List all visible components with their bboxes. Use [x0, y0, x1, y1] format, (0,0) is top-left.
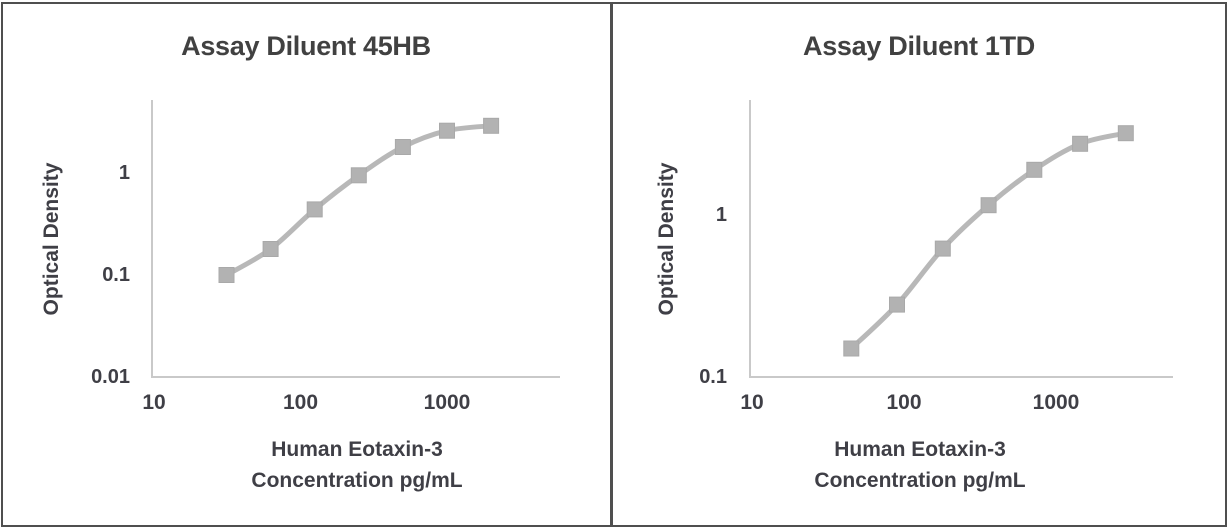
left-x-axis-title-line1: Human Eotaxin-3 — [271, 438, 443, 461]
data-point-marker-chart-0-pt-5 — [439, 122, 455, 139]
data-point-marker-chart-1-pt-1 — [889, 296, 905, 313]
right-x-axis-title-line1: Human Eotaxin-3 — [834, 438, 1006, 461]
series-line-chart-1 — [848, 130, 1129, 351]
left-x-axis-title-line2: Concentration pg/mL — [251, 469, 463, 492]
right-y-axis-title: Optical Density — [655, 162, 678, 316]
right-chart-title: Assay Diluent 1TD — [803, 31, 1035, 61]
x-tick-label-10-chart-0: 10 — [142, 391, 166, 414]
y-tick-label-0.1-chart-0: 0.1 — [102, 264, 130, 286]
data-point-marker-chart-0-pt-6 — [483, 117, 500, 134]
x-tick-label-1000-chart-0: 1000 — [423, 391, 471, 414]
right-x-axis-title: Human Eotaxin-3 Concentration pg/mL — [740, 434, 1100, 496]
left-x-axis-title: Human Eotaxin-3 Concentration pg/mL — [177, 434, 537, 496]
data-point-marker-chart-1-pt-4 — [1026, 161, 1043, 178]
y-tick-label-0.01-chart-0: 0.01 — [91, 366, 130, 388]
data-point-marker-chart-1-pt-0 — [843, 340, 860, 357]
x-tick-label-10-chart-1: 10 — [740, 391, 764, 414]
data-point-marker-chart-0-pt-4 — [394, 139, 411, 155]
x-tick-label-100-chart-1: 100 — [886, 391, 922, 414]
y-tick-label-1-chart-1: 1 — [715, 204, 727, 226]
x-tick-label-1000-chart-1: 1000 — [1032, 391, 1080, 414]
data-point-marker-chart-0-pt-0 — [218, 267, 235, 283]
y-tick-label-1-chart-0: 1 — [118, 162, 130, 184]
data-point-marker-chart-1-pt-6 — [1117, 125, 1134, 142]
data-point-marker-chart-0-pt-2 — [306, 201, 323, 218]
data-point-marker-chart-1-pt-2 — [934, 240, 951, 257]
left-chart-title: Assay Diluent 45HB — [181, 31, 431, 61]
data-point-marker-chart-1-pt-5 — [1072, 135, 1089, 152]
x-tick-label-100-chart-0: 100 — [282, 391, 319, 414]
data-point-marker-chart-0-pt-3 — [350, 167, 367, 184]
panel-divider — [610, 2, 613, 527]
data-point-marker-chart-1-pt-3 — [980, 197, 997, 214]
data-point-marker-chart-0-pt-1 — [262, 241, 279, 257]
right-x-axis-title-line2: Concentration pg/mL — [814, 469, 1026, 492]
y-tick-label-0.1-chart-1: 0.1 — [699, 366, 727, 388]
